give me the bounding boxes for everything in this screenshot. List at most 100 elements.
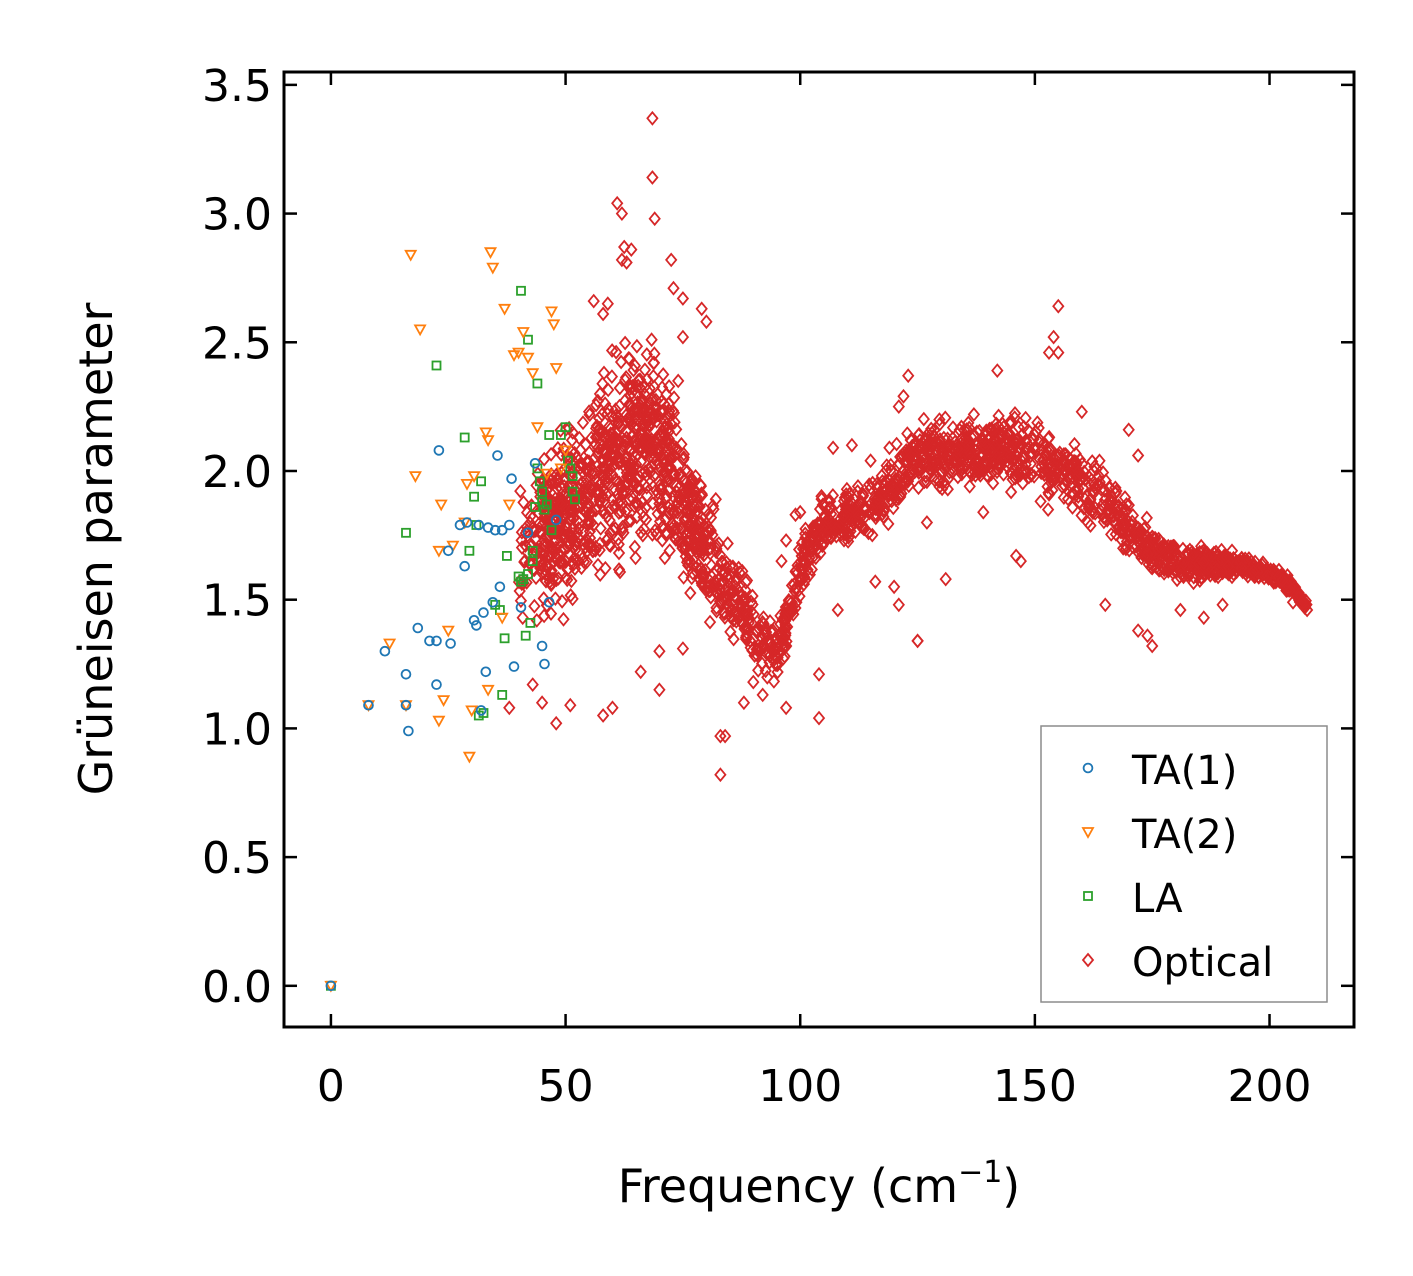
optical-point (789, 507, 802, 523)
optical-point (789, 600, 802, 616)
optical-point (514, 593, 528, 609)
optical-point (995, 422, 1008, 438)
optical-point (959, 434, 972, 450)
optical-point (565, 432, 579, 448)
optical-point (1197, 555, 1210, 571)
optical-point (996, 428, 1009, 444)
data-point (483, 247, 498, 260)
optical-point (1195, 538, 1208, 554)
optical-point (684, 585, 697, 601)
optical-point (1219, 564, 1233, 580)
data-point (432, 715, 446, 728)
legend-marker (1083, 891, 1093, 901)
optical-point (619, 449, 632, 465)
optical-point (1095, 481, 1108, 497)
optical-point (985, 443, 998, 459)
optical-point (771, 657, 784, 673)
optical-point (604, 421, 617, 437)
optical-point (537, 608, 551, 624)
data-point (539, 658, 550, 670)
data-point (468, 614, 480, 626)
data-point (527, 556, 538, 566)
data-point (554, 463, 568, 476)
data-point (442, 545, 454, 557)
optical-point (855, 508, 869, 524)
optical-point (951, 469, 965, 485)
optical-point (615, 252, 629, 268)
optical-point (685, 570, 698, 586)
optical-point (779, 533, 793, 548)
optical-point (1283, 579, 1297, 595)
optical-point (707, 566, 721, 582)
optical-point (1011, 453, 1025, 469)
optical-point (887, 579, 901, 595)
optical-point (630, 509, 643, 525)
optical-point (579, 437, 592, 453)
x-axis-label: Frequency (cm−1) (618, 1155, 1021, 1213)
optical-point (850, 512, 863, 528)
optical-point (692, 514, 705, 530)
optical-point (1073, 452, 1087, 468)
optical-point (640, 421, 654, 437)
optical-point (552, 571, 565, 586)
optical-point (724, 558, 737, 574)
optical-point (818, 519, 831, 535)
optical-point (843, 486, 856, 502)
optical-point (602, 475, 615, 491)
optical-point (592, 457, 605, 473)
optical-point (919, 433, 932, 449)
optical-point (669, 467, 682, 482)
optical-point (1131, 448, 1145, 463)
optical-point (710, 541, 723, 557)
data-point (454, 519, 466, 531)
optical-point (583, 407, 596, 423)
optical-point (1117, 540, 1130, 556)
optical-point (647, 379, 661, 395)
optical-point (1061, 449, 1074, 465)
optical-point (911, 633, 924, 649)
optical-point (651, 506, 664, 522)
optical-point (1076, 468, 1089, 484)
optical-point (1084, 518, 1097, 534)
optical-point (1055, 479, 1069, 495)
optical-point (676, 641, 690, 657)
optical-point (1072, 464, 1085, 480)
optical-point (919, 441, 932, 457)
optical-point (1052, 298, 1065, 314)
optical-point (628, 477, 641, 493)
optical-point (696, 564, 709, 580)
data-point (492, 450, 503, 461)
optical-point (771, 664, 784, 680)
optical-point (526, 562, 540, 578)
optical-point (554, 516, 567, 532)
optical-point (965, 467, 979, 483)
optical-point (901, 473, 915, 489)
optical-point (964, 445, 977, 461)
optical-point (733, 613, 747, 629)
optical-point (1186, 547, 1199, 563)
optical-point (852, 508, 865, 524)
optical-point (647, 355, 660, 371)
optical-point (919, 469, 932, 484)
optical-point (596, 504, 610, 520)
y-tick-label: 2.5 (202, 318, 272, 369)
data-point (516, 327, 530, 339)
optical-point (596, 306, 610, 322)
legend-marker (1081, 827, 1095, 839)
optical-point (955, 463, 968, 479)
optical-point (572, 553, 585, 569)
x-axis-label-superscript: −1 (958, 1155, 1002, 1190)
optical-point (1078, 490, 1091, 506)
data-point (445, 638, 456, 649)
optical-point (648, 523, 662, 539)
optical-point (928, 422, 941, 438)
optical-point (584, 477, 598, 493)
optical-point (587, 293, 600, 309)
optical-point (660, 527, 673, 543)
optical-point (723, 585, 737, 601)
optical-point (752, 662, 765, 678)
optical-point (627, 362, 640, 378)
optical-point (599, 560, 612, 576)
optical-point (1034, 493, 1047, 509)
optical-point (667, 405, 681, 421)
